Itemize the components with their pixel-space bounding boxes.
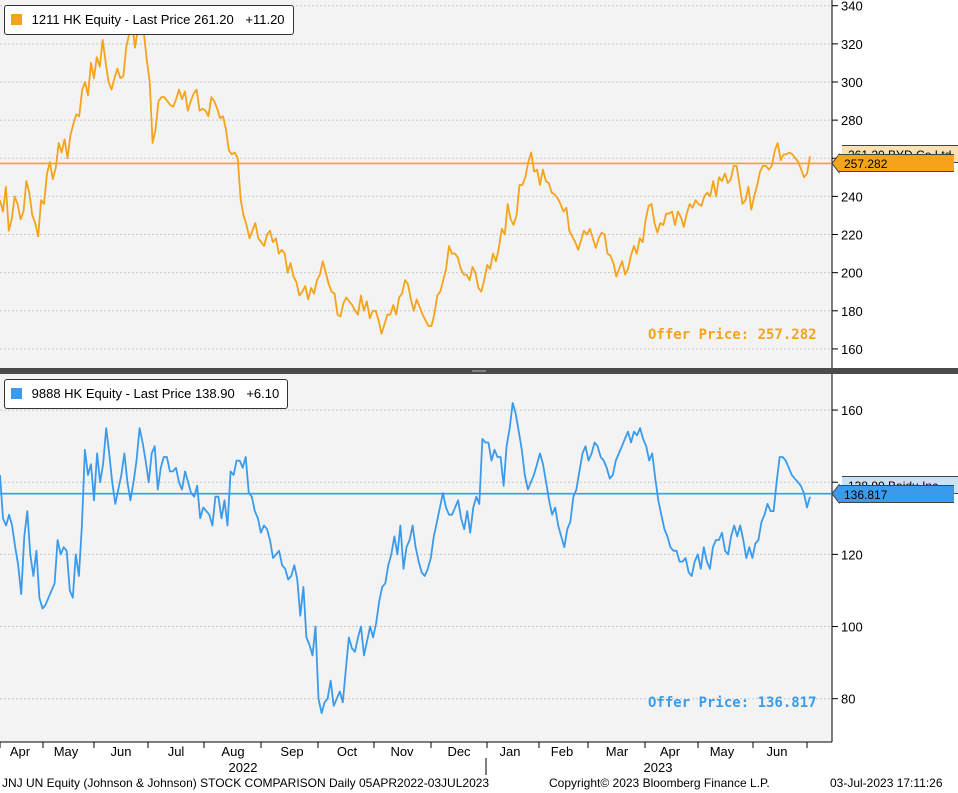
bottom-panel-background — [0, 374, 832, 742]
price-tag-top: 257.282 — [838, 154, 954, 173]
x-tick-label: Jul — [168, 744, 185, 759]
series-line-9888-hk — [0, 401, 811, 714]
x-tick-label: Sep — [280, 744, 303, 759]
x-tick-label: Jun — [111, 744, 132, 759]
year-label: 2022 — [229, 760, 258, 775]
offer-price-label-bottom: Offer Price: 136.817 — [648, 695, 817, 711]
legend-price-top: 261.20 — [193, 12, 234, 27]
x-tick-label: Oct — [337, 744, 358, 759]
footer-description: JNJ UN Equity (Johnson & Johnson) STOCK … — [2, 776, 490, 790]
series-line-1211-hk — [0, 21, 811, 335]
footer-copyright: Copyright© 2023 Bloomberg Finance L.P. — [549, 776, 770, 790]
y-tick-label: 220 — [841, 228, 863, 243]
y-tick-label: 160 — [841, 342, 863, 357]
y-tick-label: 300 — [841, 75, 863, 90]
legend-change-bottom: +6.10 — [246, 386, 280, 401]
x-tick-label: Aug — [221, 744, 244, 759]
y-tick-label: 200 — [841, 266, 863, 281]
x-tick-label: May — [54, 744, 79, 759]
legend-bottom[interactable]: 9888 HK Equity - Last Price 138.90 +6.10 — [4, 379, 289, 409]
legend-top[interactable]: 1211 HK Equity - Last Price 261.20 +11.2… — [4, 5, 294, 35]
y-tick-label: 100 — [841, 620, 863, 635]
legend-series-name-top: 1211 HK Equity - Last Price — [31, 12, 191, 27]
x-tick-label: Apr — [660, 744, 681, 759]
y-tick-label: 240 — [841, 189, 863, 204]
x-tick-label: May — [710, 744, 735, 759]
top-panel-background — [0, 0, 832, 368]
y-tick-label: 120 — [841, 547, 863, 562]
y-tick-label: 340 — [841, 0, 863, 14]
y-tick-label: 160 — [841, 403, 863, 418]
year-label: 2023 — [644, 760, 673, 775]
price-tag-value-top: 257.282 — [844, 157, 888, 172]
legend-swatch-bottom — [11, 388, 22, 399]
footer-timestamp: 03-Jul-2023 17:11:26 — [830, 776, 943, 790]
legend-swatch-top — [11, 14, 22, 25]
price-tag-bottom: 136.817 — [838, 484, 954, 503]
x-tick-label: Jan — [500, 744, 521, 759]
x-tick-label: Jun — [767, 744, 788, 759]
legend-change-top: +11.20 — [245, 12, 285, 27]
offer-price-label-top: Offer Price: 257.282 — [648, 327, 817, 343]
legend-series-name-bottom: 9888 HK Equity - Last Price — [31, 386, 192, 401]
x-tick-label: Feb — [551, 744, 573, 759]
y-tick-label: 320 — [841, 37, 863, 52]
y-tick-label: 80 — [841, 692, 855, 707]
x-tick-label: Apr — [10, 744, 31, 759]
x-tick-label: Nov — [390, 744, 414, 759]
y-tick-label: 280 — [841, 113, 863, 128]
legend-price-bottom: 138.90 — [194, 386, 235, 401]
price-tag-value-bottom: 136.817 — [844, 487, 888, 502]
y-tick-label: 180 — [841, 304, 863, 319]
x-tick-label: Dec — [447, 744, 471, 759]
x-tick-label: Mar — [606, 744, 629, 759]
